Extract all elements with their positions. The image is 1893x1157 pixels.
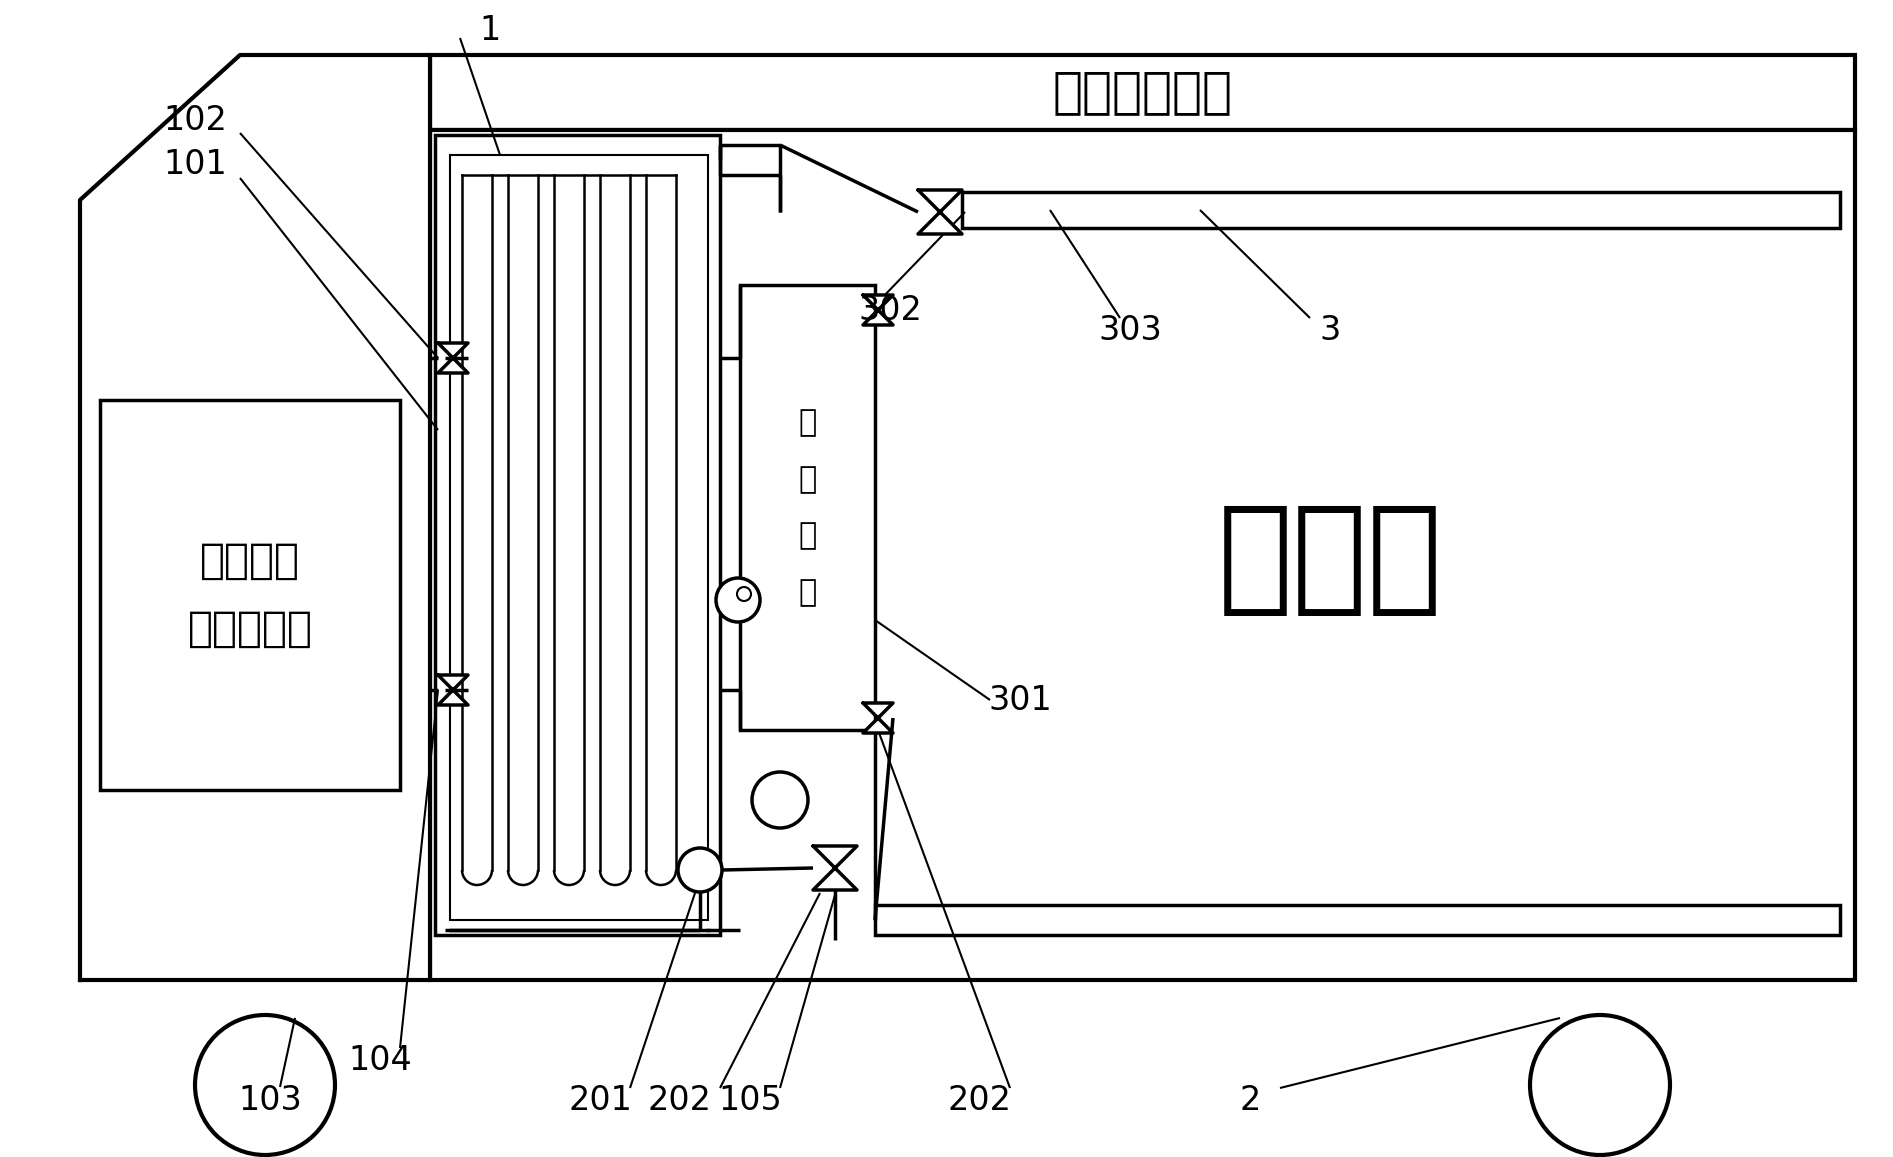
Bar [430,56,1855,130]
Bar [430,130,1855,980]
Text: 301: 301 [988,684,1053,716]
Circle shape [678,848,721,892]
Text: 101: 101 [163,148,227,182]
Circle shape [716,578,759,622]
Circle shape [736,587,752,600]
Text: 201: 201 [568,1083,632,1117]
Text: 105: 105 [717,1083,782,1117]
Bar [962,192,1840,228]
Bar [100,400,399,790]
Text: 103: 103 [239,1083,301,1117]
Polygon shape [918,190,962,234]
Text: 104: 104 [348,1044,413,1076]
Polygon shape [863,295,893,325]
Polygon shape [437,342,468,373]
Text: 车载制冷系统: 车载制冷系统 [1053,68,1232,117]
Text: 燃料电池
冷链物流车: 燃料电池 冷链物流车 [187,540,312,650]
Circle shape [195,1015,335,1155]
Bar [451,155,708,920]
Text: 303: 303 [1098,314,1162,346]
Polygon shape [812,846,858,890]
Circle shape [752,772,808,828]
Circle shape [1530,1015,1670,1155]
Polygon shape [863,703,893,734]
Text: 冷冻室: 冷冻室 [1217,500,1442,620]
Bar [875,905,1840,935]
Polygon shape [437,675,468,705]
Text: 302: 302 [858,294,922,326]
Bar [740,285,875,730]
Polygon shape [80,56,430,980]
Text: 2: 2 [1240,1083,1261,1117]
Text: 202: 202 [948,1083,1013,1117]
Bar [435,135,719,935]
Text: 1: 1 [479,14,500,46]
Text: 3: 3 [1319,314,1340,346]
Text: 燃
料
电
池: 燃 料 电 池 [799,408,816,607]
Text: 202: 202 [647,1083,712,1117]
Text: 102: 102 [163,103,227,137]
